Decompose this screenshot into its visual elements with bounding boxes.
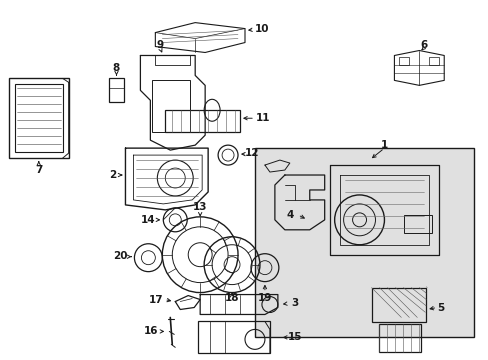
Text: 9: 9 [157, 40, 163, 50]
Bar [108, 78, 124, 102]
Bar [165, 110, 240, 132]
Text: 19: 19 [257, 293, 271, 302]
Text: 15: 15 [287, 332, 302, 342]
Bar [428, 58, 438, 66]
Bar [379, 324, 421, 352]
Text: 2: 2 [109, 170, 116, 180]
Text: 1: 1 [380, 140, 387, 150]
Text: 17: 17 [149, 294, 163, 305]
Bar [198, 321, 269, 353]
Text: 8: 8 [113, 63, 120, 73]
Text: 20: 20 [113, 251, 127, 261]
Text: 10: 10 [254, 24, 268, 33]
Bar [152, 80, 190, 132]
Text: 12: 12 [244, 148, 259, 158]
Text: 6: 6 [420, 40, 427, 50]
Text: 4: 4 [285, 210, 293, 220]
Bar [15, 84, 62, 152]
Bar [9, 78, 68, 158]
Text: 5: 5 [437, 302, 444, 312]
Text: 7: 7 [35, 165, 42, 175]
Text: 16: 16 [144, 327, 158, 336]
Text: 13: 13 [193, 202, 207, 212]
Bar [254, 148, 473, 337]
Bar [404, 215, 431, 233]
Bar [399, 58, 408, 66]
Text: 3: 3 [290, 297, 298, 307]
Text: 18: 18 [224, 293, 239, 302]
Text: 11: 11 [255, 113, 270, 123]
Text: 14: 14 [141, 215, 155, 225]
Bar [371, 288, 426, 323]
